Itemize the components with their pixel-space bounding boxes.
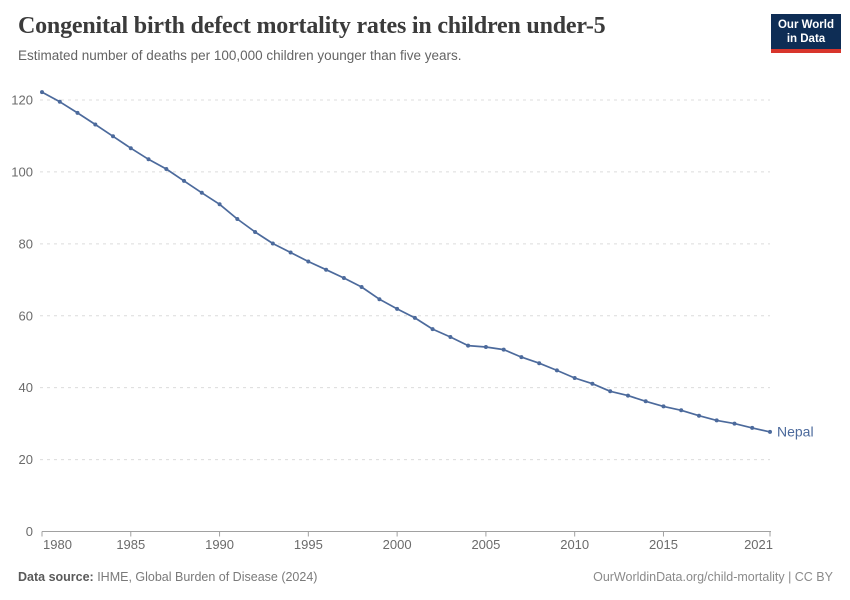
data-point[interactable] (128, 146, 133, 151)
data-point[interactable] (626, 393, 630, 398)
y-axis-label: 40 (19, 380, 33, 395)
data-point[interactable] (608, 389, 613, 394)
data-point[interactable] (306, 259, 311, 264)
x-axis-label: 2010 (560, 537, 589, 552)
data-point[interactable] (501, 347, 506, 352)
x-axis-label: 1985 (116, 537, 145, 552)
x-axis-label: 2015 (649, 537, 678, 552)
data-source-text: IHME, Global Burden of Disease (2024) (93, 570, 318, 584)
data-point[interactable] (572, 376, 577, 380)
x-axis-label: 1980 (43, 537, 72, 552)
data-point[interactable] (395, 306, 400, 311)
data-point[interactable] (643, 399, 648, 404)
chart-footer: Data source: IHME, Global Burden of Dise… (18, 570, 833, 584)
data-point[interactable] (75, 110, 80, 115)
data-point[interactable] (466, 343, 471, 348)
data-point[interactable] (217, 202, 222, 207)
data-point[interactable] (697, 413, 701, 418)
data-point[interactable] (40, 90, 44, 95)
data-point[interactable] (430, 327, 435, 332)
y-axis-label: 0 (26, 524, 33, 539)
data-point[interactable] (537, 361, 542, 366)
data-point[interactable] (732, 421, 737, 426)
data-point[interactable] (199, 190, 204, 195)
y-axis-label: 100 (11, 164, 33, 179)
data-point[interactable] (57, 99, 62, 104)
data-point[interactable] (554, 368, 559, 373)
data-point[interactable] (714, 418, 719, 423)
chart-header: Congenital birth defect mortality rates … (18, 13, 758, 63)
owid-logo-line1: Our World (777, 19, 834, 31)
data-source-note: Data source: IHME, Global Burden of Dise… (18, 570, 317, 584)
x-axis-label: 2021 (744, 537, 773, 552)
data-point[interactable] (324, 267, 329, 272)
owid-url-license-link[interactable]: OurWorldinData.org/child-mortality | CC … (593, 570, 833, 584)
data-point[interactable] (111, 134, 115, 139)
page-title: Congenital birth defect mortality rates … (18, 13, 606, 39)
data-point[interactable] (270, 241, 275, 246)
data-point[interactable] (448, 335, 453, 339)
series-label-nepal[interactable]: Nepal (777, 423, 814, 439)
data-point[interactable] (483, 345, 488, 349)
data-point[interactable] (750, 425, 755, 430)
owid-logo-line2: in Data (786, 33, 826, 45)
data-point[interactable] (519, 355, 524, 360)
data-point[interactable] (377, 297, 382, 302)
y-axis-label: 120 (11, 93, 33, 108)
series-line-nepal[interactable] (41, 91, 771, 433)
chart-subtitle: Estimated number of deaths per 100,000 c… (18, 48, 462, 63)
data-point[interactable] (164, 167, 169, 171)
x-axis-label: 2000 (383, 537, 412, 552)
owid-logo[interactable]: Our World in Data (771, 14, 841, 53)
y-axis-label: 20 (19, 452, 33, 467)
data-point[interactable] (412, 315, 417, 320)
data-source-label: Data source: (18, 570, 94, 584)
data-point[interactable] (288, 250, 293, 255)
data-point[interactable] (146, 157, 151, 162)
y-axis-label: 80 (19, 236, 33, 251)
x-axis-label: 1990 (205, 537, 234, 552)
data-point[interactable] (661, 404, 666, 409)
y-axis-label: 60 (19, 308, 33, 323)
data-point[interactable] (341, 276, 346, 280)
data-point[interactable] (590, 381, 595, 386)
data-point[interactable] (679, 408, 684, 413)
data-point[interactable] (768, 429, 772, 434)
data-point[interactable] (182, 178, 186, 183)
data-point[interactable] (235, 217, 240, 221)
data-point[interactable] (93, 122, 98, 127)
x-axis-label: 2005 (471, 537, 500, 552)
data-point[interactable] (253, 230, 258, 234)
data-point[interactable] (359, 285, 364, 289)
x-axis-label: 1995 (294, 537, 323, 552)
